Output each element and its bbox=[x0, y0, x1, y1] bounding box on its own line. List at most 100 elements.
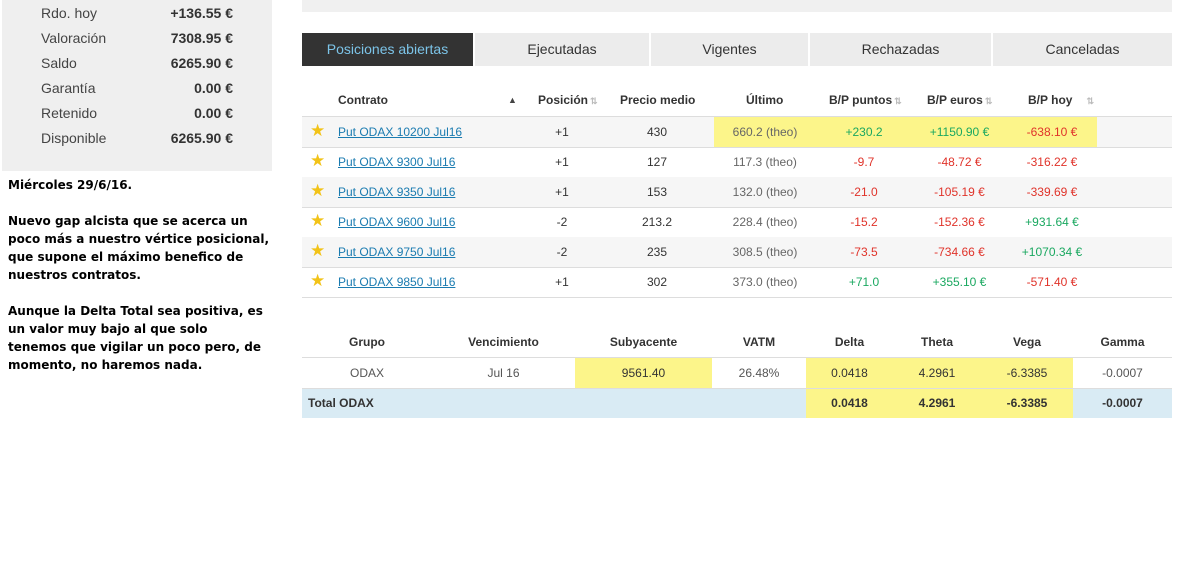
position-row[interactable]: ★ Put ODAX 9600 Jul16 -2 213.2 228.4 (th… bbox=[302, 207, 1172, 238]
position-row[interactable]: ★ Put ODAX 10200 Jul16 +1 430 660.2 (the… bbox=[302, 117, 1172, 148]
header-label: B/P puntos bbox=[829, 93, 893, 107]
cell-bp-hoy: +1070.34 € bbox=[1021, 245, 1083, 259]
commentary-note: Miércoles 29/6/16. Nuevo gap alcista que… bbox=[8, 176, 270, 392]
col-header-ultimo[interactable]: Último bbox=[746, 85, 783, 116]
account-row-saldo: Saldo 6265.90 € bbox=[2, 51, 272, 76]
position-row[interactable]: ★ Put ODAX 9300 Jul16 +1 127 117.3 (theo… bbox=[302, 147, 1172, 178]
star-icon[interactable]: ★ bbox=[310, 181, 326, 200]
col-header-grupo: Grupo bbox=[349, 335, 385, 349]
tab-vigentes[interactable]: Vigentes bbox=[651, 33, 808, 66]
note-paragraph: Nuevo gap alcista que se acerca un poco … bbox=[8, 214, 270, 282]
col-header-precio-medio[interactable]: Precio medio bbox=[620, 85, 695, 116]
cell-posicion: +1 bbox=[555, 275, 569, 289]
position-row[interactable]: ★ Put ODAX 9350 Jul16 +1 153 132.0 (theo… bbox=[302, 177, 1172, 208]
col-header-theta: Theta bbox=[920, 335, 953, 349]
cell-vencimiento: Jul 16 bbox=[487, 366, 520, 380]
contract-link[interactable]: Put ODAX 9850 Jul16 bbox=[338, 275, 456, 289]
account-label: Rdo. hoy bbox=[41, 5, 98, 21]
cell-bp-hoy: +931.64 € bbox=[1025, 215, 1079, 229]
cell-delta: 0.0418 bbox=[806, 358, 893, 388]
account-row-garantia: Garantía 0.00 € bbox=[2, 76, 272, 101]
sort-icon: ⇅ bbox=[590, 96, 598, 106]
cell-bp-puntos: -15.2 bbox=[850, 215, 878, 229]
cell-bp-euros: +1150.90 € bbox=[912, 117, 1007, 147]
total-delta: 0.0418 bbox=[806, 389, 893, 418]
cell-bp-hoy: -571.40 € bbox=[1026, 275, 1078, 289]
col-header-vega: Vega bbox=[1012, 335, 1042, 349]
cell-bp-euros: -734.66 € bbox=[934, 245, 985, 259]
total-vega: -6.3385 bbox=[981, 389, 1073, 418]
col-header-subyacente: Subyacente bbox=[609, 335, 678, 349]
sort-icon: ⇅ bbox=[894, 96, 902, 106]
col-header-vatm: VATM bbox=[742, 335, 776, 349]
cell-ultimo: 660.2 (theo) bbox=[714, 117, 816, 147]
cell-precio-medio: 153 bbox=[646, 185, 668, 199]
cell-ultimo: 308.5 (theo) bbox=[732, 245, 798, 259]
star-icon[interactable]: ★ bbox=[310, 151, 326, 170]
sort-asc-icon[interactable]: ▲ bbox=[508, 95, 517, 105]
cell-precio-medio: 302 bbox=[646, 275, 668, 289]
col-header-bp-euros[interactable]: B/P euros ⇅ bbox=[927, 85, 992, 116]
contract-link[interactable]: Put ODAX 10200 Jul16 bbox=[338, 125, 463, 139]
tab-canceladas[interactable]: Canceladas bbox=[993, 33, 1172, 66]
col-header-posicion[interactable]: Posición ⇅ bbox=[538, 85, 598, 116]
cell-bp-hoy: -339.69 € bbox=[1026, 185, 1078, 199]
contract-link[interactable]: Put ODAX 9750 Jul16 bbox=[338, 245, 456, 259]
account-row-retenido: Retenido 0.00 € bbox=[2, 101, 272, 126]
cell-posicion: -2 bbox=[556, 245, 568, 259]
total-theta: 4.2961 bbox=[893, 389, 981, 418]
col-header-delta: Delta bbox=[834, 335, 865, 349]
cell-ultimo: 228.4 (theo) bbox=[732, 215, 798, 229]
account-value: 6265.90 € bbox=[170, 130, 233, 146]
contract-link[interactable]: Put ODAX 9350 Jul16 bbox=[338, 185, 456, 199]
contract-link[interactable]: Put ODAX 9300 Jul16 bbox=[338, 155, 456, 169]
positions-header: Contrato ▲ Posición ⇅ Precio medio Último… bbox=[302, 85, 1172, 117]
cell-bp-puntos: -21.0 bbox=[850, 185, 878, 199]
cell-precio-medio: 235 bbox=[646, 245, 668, 259]
cell-precio-medio: 213.2 bbox=[641, 215, 673, 229]
col-header-bp-puntos[interactable]: B/P puntos ⇅ bbox=[829, 85, 902, 116]
header-label: Contrato bbox=[338, 93, 388, 107]
cell-ultimo: 117.3 (theo) bbox=[733, 155, 797, 169]
header-label: B/P euros bbox=[927, 93, 983, 107]
header-label: B/P hoy bbox=[1028, 93, 1073, 107]
col-header-gamma: Gamma bbox=[1100, 335, 1145, 349]
tab-ejecutadas[interactable]: Ejecutadas bbox=[475, 33, 649, 66]
position-row[interactable]: ★ Put ODAX 9850 Jul16 +1 302 373.0 (theo… bbox=[302, 267, 1172, 298]
header-label: Posición bbox=[538, 93, 589, 107]
greeks-row: ODAX Jul 16 9561.40 26.48% 0.0418 4.2961… bbox=[302, 358, 1172, 389]
account-label: Retenido bbox=[41, 105, 98, 121]
cell-bp-euros: -105.19 € bbox=[934, 185, 985, 199]
cell-grupo: ODAX bbox=[349, 366, 384, 380]
cell-gamma: -0.0007 bbox=[1102, 366, 1143, 380]
account-value: 6265.90 € bbox=[170, 55, 233, 71]
star-icon[interactable]: ★ bbox=[310, 211, 326, 230]
contract-link[interactable]: Put ODAX 9600 Jul16 bbox=[338, 215, 456, 229]
cell-posicion: +1 bbox=[555, 125, 569, 139]
header-label: Último bbox=[746, 93, 784, 107]
account-value: 7308.95 € bbox=[170, 30, 233, 46]
star-icon[interactable]: ★ bbox=[310, 271, 326, 290]
cell-bp-euros: +355.10 € bbox=[932, 275, 987, 289]
tab-rechazadas[interactable]: Rechazadas bbox=[810, 33, 991, 66]
cell-ultimo: 132.0 (theo) bbox=[732, 185, 798, 199]
account-summary-panel: Rdo. hoy +136.55 € Valoración 7308.95 € … bbox=[2, 0, 272, 171]
cell-precio-medio: 127 bbox=[646, 155, 668, 169]
total-gamma: -0.0007 bbox=[1102, 396, 1143, 410]
account-label: Saldo bbox=[41, 55, 77, 71]
account-label: Garantía bbox=[41, 80, 96, 96]
header-label: Precio medio bbox=[620, 93, 696, 107]
cell-theta: 4.2961 bbox=[893, 358, 981, 388]
cell-bp-puntos: +230.2 bbox=[816, 117, 912, 147]
star-icon[interactable]: ★ bbox=[310, 121, 326, 140]
tab-posiciones-abiertas[interactable]: Posiciones abiertas bbox=[302, 33, 473, 66]
col-header-bp-hoy[interactable]: B/P hoy ⇅ bbox=[1028, 85, 1094, 116]
account-label: Valoración bbox=[41, 30, 107, 46]
cell-bp-euros: -152.36 € bbox=[934, 215, 985, 229]
star-icon[interactable]: ★ bbox=[310, 241, 326, 260]
position-row[interactable]: ★ Put ODAX 9750 Jul16 -2 235 308.5 (theo… bbox=[302, 237, 1172, 268]
note-paragraph: Aunque la Delta Total sea positiva, es u… bbox=[8, 304, 263, 372]
greeks-total-row: Total ODAX 0.0418 4.2961 -6.3385 -0.0007 bbox=[302, 389, 1172, 418]
cell-precio-medio: 430 bbox=[646, 125, 668, 139]
col-header-contrato[interactable]: Contrato bbox=[338, 85, 388, 116]
